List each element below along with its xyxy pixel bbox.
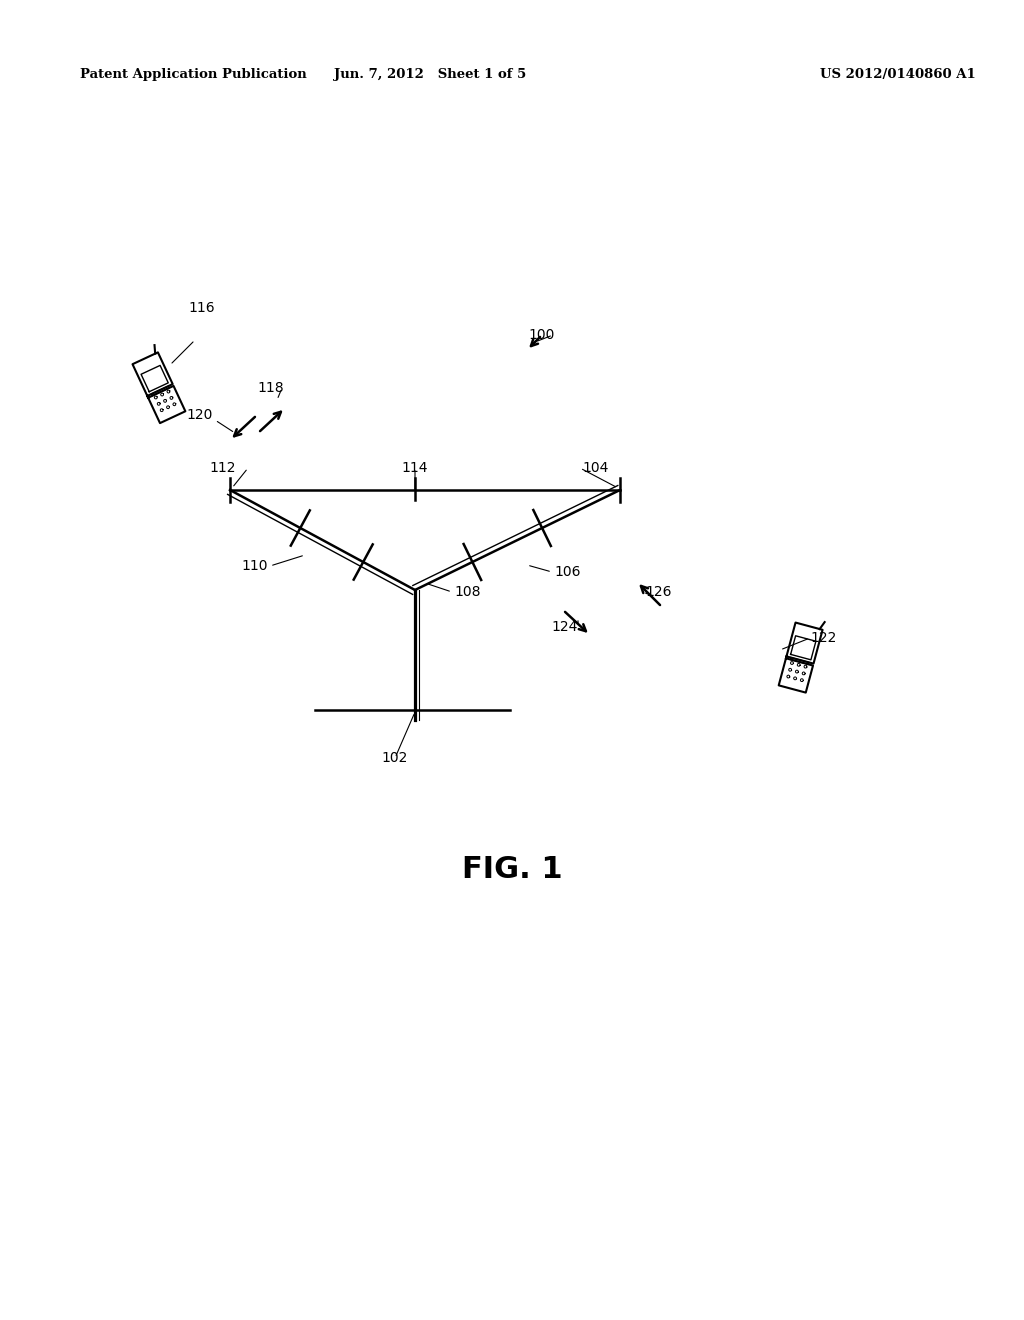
Text: 120: 120 [186,408,213,422]
Text: Jun. 7, 2012   Sheet 1 of 5: Jun. 7, 2012 Sheet 1 of 5 [334,69,526,81]
Text: 118: 118 [257,381,284,395]
Text: 122: 122 [810,631,837,645]
Text: 104: 104 [582,461,608,475]
Text: US 2012/0140860 A1: US 2012/0140860 A1 [820,69,976,81]
Text: 114: 114 [401,461,428,475]
Text: 110: 110 [242,558,268,573]
Text: 106: 106 [554,565,581,579]
Text: 102: 102 [382,751,409,766]
Text: 124: 124 [552,620,578,634]
Text: 100: 100 [528,327,555,342]
Text: 112: 112 [210,461,236,475]
Text: 116: 116 [188,301,215,315]
Text: FIG. 1: FIG. 1 [462,855,562,884]
Text: 126: 126 [645,585,672,599]
Text: Patent Application Publication: Patent Application Publication [80,69,307,81]
Text: 108: 108 [454,585,480,599]
